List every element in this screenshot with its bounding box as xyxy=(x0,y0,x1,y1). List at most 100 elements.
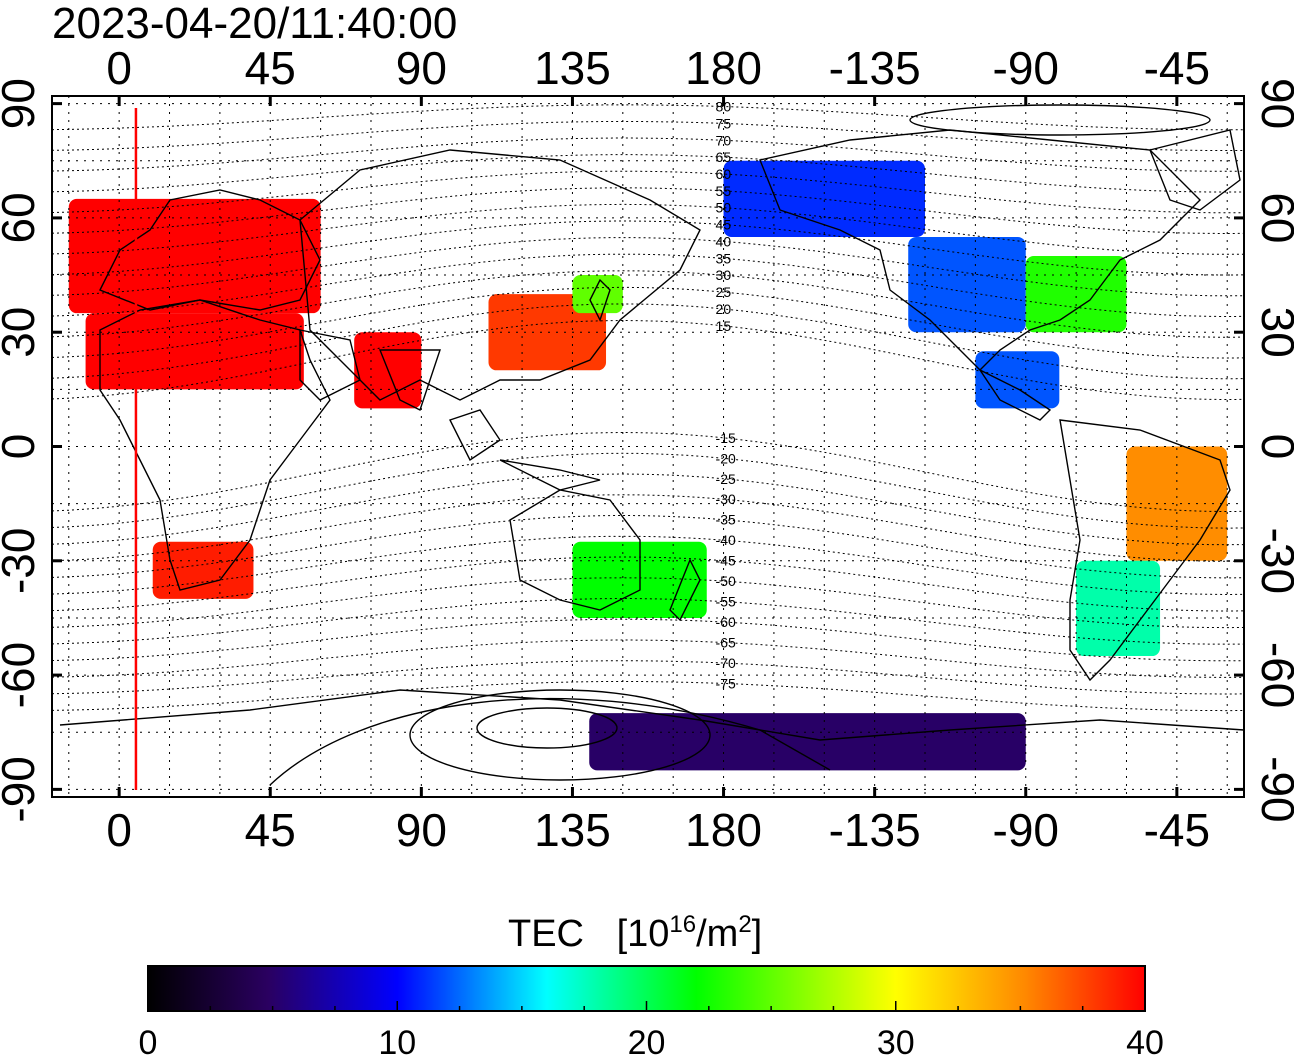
mlat-label: 70 xyxy=(716,132,732,148)
tec-region xyxy=(975,351,1060,409)
mlat-label: 50 xyxy=(716,200,732,216)
frame-tick-right xyxy=(1234,787,1244,791)
mlat-contour xyxy=(52,452,1244,529)
x-tick-label-bottom: 90 xyxy=(396,804,447,856)
mlat-contour xyxy=(52,253,1244,318)
frame-tick-bottom xyxy=(117,787,121,797)
mlat-label: 55 xyxy=(716,183,732,199)
tec-region xyxy=(589,713,1026,771)
y-tick-label-left: -60 xyxy=(0,642,44,708)
x-tick-label-top: 45 xyxy=(245,42,296,94)
frame-tick-left xyxy=(52,559,62,563)
tec-region xyxy=(1076,560,1161,657)
colorbar: TEC [1016/m2] 0 10 20 30 40 xyxy=(139,911,1164,1057)
frame-tick-left xyxy=(52,330,62,334)
mlat-label: 35 xyxy=(716,250,732,266)
x-tick-label-bottom: 135 xyxy=(534,804,611,856)
mlat-contour xyxy=(52,639,1244,678)
frame-tick-left xyxy=(52,787,62,791)
frame-tick-bottom xyxy=(268,787,272,797)
y-tick-label-left: 30 xyxy=(0,307,44,358)
x-tick-label-bottom: 45 xyxy=(245,804,296,856)
mlat-contour xyxy=(52,681,1244,712)
mlat-contour xyxy=(52,514,1244,579)
mlat-contour xyxy=(52,319,1244,401)
mlat-label: 15 xyxy=(716,318,732,334)
mlat-label: -35 xyxy=(716,512,736,528)
mlat-label: -55 xyxy=(716,594,736,610)
mlat-contour xyxy=(52,618,1244,662)
frame-tick-bottom xyxy=(722,787,726,797)
frame-tick-top xyxy=(873,96,877,106)
frame-tick-top xyxy=(268,96,272,106)
mlat-contour xyxy=(52,494,1244,562)
mlat-label: 40 xyxy=(716,233,732,249)
mlat-label: -60 xyxy=(716,614,736,630)
frame-tick-right xyxy=(1234,445,1244,448)
x-tick-label-top: -45 xyxy=(1144,42,1210,94)
frame-tick-right xyxy=(1234,330,1244,334)
tec-region xyxy=(572,275,623,314)
mlat-label: -70 xyxy=(716,655,736,671)
mlat-contour xyxy=(52,286,1244,359)
y-tick-label-right: 90 xyxy=(1252,78,1294,129)
frame-tick-top xyxy=(570,96,574,106)
y-tick-label-right: -30 xyxy=(1252,528,1294,594)
frame-tick-left xyxy=(52,102,62,106)
colorbar-tick-label: 40 xyxy=(1126,1024,1164,1057)
x-tick-label-top: -90 xyxy=(993,42,1059,94)
frame-tick-bottom xyxy=(570,787,574,797)
mlat-label: -25 xyxy=(716,471,736,487)
mlat-label: 80 xyxy=(716,99,732,115)
frame-tick-top xyxy=(117,96,121,106)
y-tick-label-right: -90 xyxy=(1252,756,1294,822)
colorbar-title: TEC [1016/m2] xyxy=(508,911,762,955)
mlat-label: -15 xyxy=(716,430,736,446)
frame-tick-bars xyxy=(52,96,1244,797)
mlat-contour xyxy=(52,170,1244,214)
colorbar-tick-label: 0 xyxy=(139,1024,158,1057)
mlat-label: 30 xyxy=(716,267,732,283)
frame-tick-bottom xyxy=(873,787,877,797)
frame-tick-right xyxy=(1234,102,1244,106)
mlat-contour xyxy=(52,121,1244,151)
magnetic-latitude-contours xyxy=(52,104,1244,712)
y-tick-label-right: 0 xyxy=(1252,434,1294,460)
mlat-label: -50 xyxy=(716,573,736,589)
mlat-label: 75 xyxy=(716,115,732,131)
x-tick-label-top: 180 xyxy=(685,42,762,94)
y-tick-label-left: -30 xyxy=(0,528,44,594)
frame-tick-left xyxy=(52,673,62,677)
colorbar-tick-label: 20 xyxy=(628,1024,666,1057)
x-tick-label-bottom: 0 xyxy=(106,804,132,856)
frame-tick-top xyxy=(1024,96,1028,106)
mlat-contour xyxy=(52,303,1244,380)
axis-tick-labels: 0 45 90 135 180 -135 -90 -450 45 90 135 180 -135 -90-… xyxy=(0,42,1294,856)
mlat-label: 65 xyxy=(716,149,732,165)
y-tick-label-left: 0 xyxy=(0,434,44,460)
x-tick-label-bottom: -90 xyxy=(993,804,1059,856)
colorbar-tick-label: 10 xyxy=(378,1024,416,1057)
y-tick-label-left: 60 xyxy=(0,192,44,243)
mlat-label: 20 xyxy=(716,301,732,317)
x-tick-label-top: -135 xyxy=(829,42,921,94)
x-tick-label-bottom: 180 xyxy=(685,804,762,856)
y-tick-label-right: 30 xyxy=(1252,307,1294,358)
frame-tick-bottom xyxy=(1175,787,1179,797)
mlat-label: -75 xyxy=(716,675,736,691)
polar-contours xyxy=(269,104,1211,786)
y-tick-label-right: 60 xyxy=(1252,192,1294,243)
timestamp-title: 2023-04-20/11:40:00 xyxy=(52,0,458,48)
x-tick-label-bottom: -135 xyxy=(829,804,921,856)
frame-tick-top xyxy=(419,96,423,106)
tec-region xyxy=(488,294,607,371)
mlat-label: -20 xyxy=(716,450,736,466)
frame-tick-left xyxy=(52,216,62,220)
frame-tick-right xyxy=(1234,673,1244,677)
mlat-label: -45 xyxy=(716,553,736,569)
x-tick-label-top: 0 xyxy=(106,42,132,94)
mlat-label: -30 xyxy=(716,491,736,507)
x-tick-label-top: 90 xyxy=(396,42,447,94)
